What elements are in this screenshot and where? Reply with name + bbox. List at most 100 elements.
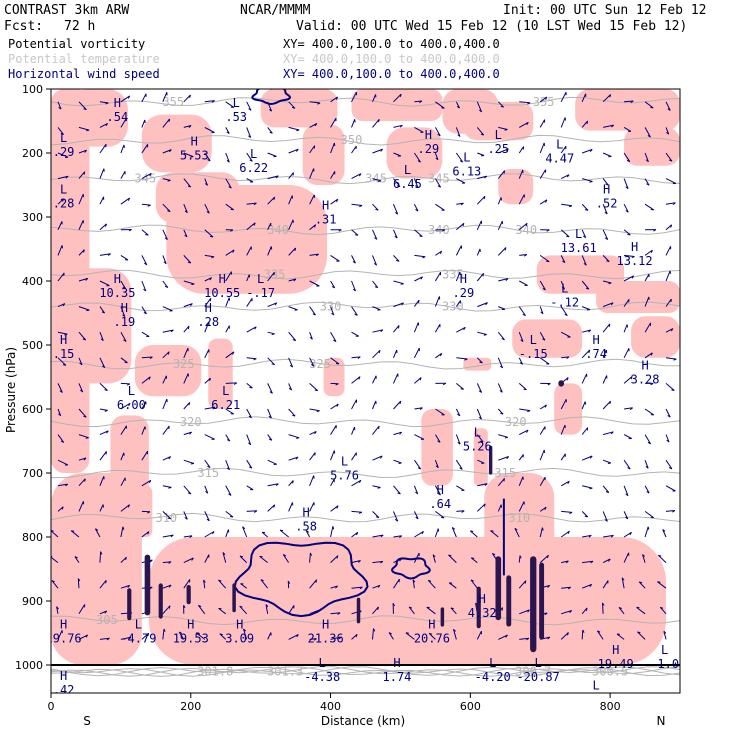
wind-vector-head — [419, 407, 423, 410]
wind-vector — [371, 628, 374, 640]
wind-vector-head — [71, 530, 75, 532]
wind-vector-head — [226, 159, 230, 163]
wind-vector-head — [503, 170, 506, 174]
wind-vector-head — [260, 579, 264, 582]
wind-vector — [581, 203, 589, 211]
wind-vector — [99, 357, 106, 368]
theta-contour-label: 335 — [442, 268, 464, 282]
wind-vector — [330, 254, 340, 262]
wind-vector — [497, 383, 503, 393]
wind-vector-head — [292, 172, 294, 176]
wind-vector — [623, 178, 629, 189]
wind-vector — [623, 531, 632, 538]
wind-vector — [309, 280, 320, 287]
wind-vector — [665, 202, 676, 205]
wind-vector — [78, 149, 87, 154]
wind-vector-head — [544, 506, 547, 511]
wind-vector — [204, 349, 210, 359]
high-marker: H — [60, 669, 67, 683]
wind-vector — [351, 145, 357, 154]
wind-vector-head — [453, 628, 456, 632]
pv-dark-contour — [506, 575, 512, 627]
wind-vector-head — [547, 383, 551, 386]
extremum-value: 6.22 — [239, 161, 268, 175]
wind-vector — [246, 101, 252, 111]
wind-vector — [665, 434, 670, 443]
wind-vector — [77, 578, 80, 589]
wind-vector — [288, 605, 295, 615]
wind-vector — [393, 485, 401, 495]
north-label: N — [657, 714, 666, 728]
wind-vector — [78, 306, 90, 311]
theta-contour-label: 345 — [135, 172, 157, 186]
wind-vector — [141, 331, 150, 337]
extremum-value: .58 — [295, 520, 317, 534]
wind-vector-head — [168, 118, 171, 122]
wind-vector — [455, 245, 462, 256]
high-marker: H — [322, 618, 329, 632]
wind-vector — [57, 331, 68, 335]
wind-vector — [225, 529, 229, 538]
low-marker: L — [575, 227, 582, 241]
wind-vector-head — [417, 160, 421, 163]
wind-vector — [644, 249, 653, 256]
wind-vector-head — [291, 106, 296, 109]
wind-vector — [393, 229, 398, 239]
wind-vector-head — [429, 632, 433, 635]
wind-vector-head — [373, 628, 376, 632]
wind-vector — [267, 302, 277, 308]
wind-vector-head — [646, 183, 650, 186]
wind-vector — [372, 511, 380, 518]
wind-vector — [78, 126, 90, 131]
pv-region — [64, 268, 132, 384]
theta-contour-line — [51, 301, 680, 312]
wind-vector-head — [168, 486, 172, 489]
wind-vector — [393, 178, 401, 188]
wind-vector — [204, 321, 210, 333]
wind-vector-head — [541, 527, 544, 531]
wind-vector-head — [586, 120, 589, 125]
wind-vector-head — [585, 607, 588, 611]
pv-region — [631, 316, 680, 358]
wind-vector — [57, 245, 63, 256]
wind-vector — [665, 298, 672, 307]
theta-contour-label: 301.3 — [267, 664, 303, 678]
extremum-value: 5.53 — [180, 148, 209, 162]
wind-vector — [204, 178, 208, 186]
wind-vector-head — [228, 493, 232, 496]
wind-vector — [560, 174, 570, 180]
high-marker: H — [191, 134, 198, 148]
y-tick-label: 300 — [22, 211, 43, 224]
wind-vector — [204, 459, 211, 468]
wind-vector-head — [647, 441, 651, 445]
wind-vector — [477, 175, 487, 180]
wind-vector-head — [333, 339, 337, 343]
wind-vector — [222, 552, 227, 563]
wind-vector-head — [484, 175, 488, 179]
wind-vector-head — [147, 511, 151, 514]
wind-vector — [623, 152, 631, 162]
wind-vector — [372, 229, 378, 240]
low-marker: L — [530, 333, 537, 347]
wind-vector-head — [670, 224, 673, 228]
extremum-value: 5.26 — [463, 440, 492, 454]
wind-vector-head — [331, 285, 335, 289]
wind-vector-head — [527, 609, 530, 613]
x-axis-label: Distance (km) — [321, 714, 405, 728]
wind-vector-head — [463, 327, 466, 331]
wind-vector-head — [607, 462, 611, 464]
wind-vector-head — [450, 607, 454, 610]
wind-vector-head — [232, 249, 235, 253]
pv-region — [421, 409, 453, 486]
wind-vector-head — [167, 517, 171, 520]
wind-vector-head — [442, 382, 447, 386]
theta-contour-label: 300.7 — [515, 664, 551, 678]
wind-vector — [56, 606, 59, 614]
wind-vector — [99, 579, 107, 589]
wind-vector — [246, 408, 252, 419]
y-tick-label: 200 — [22, 147, 43, 160]
wind-vector-head — [604, 211, 608, 215]
extremum-value: .28 — [197, 315, 219, 329]
wind-vector — [57, 152, 69, 158]
